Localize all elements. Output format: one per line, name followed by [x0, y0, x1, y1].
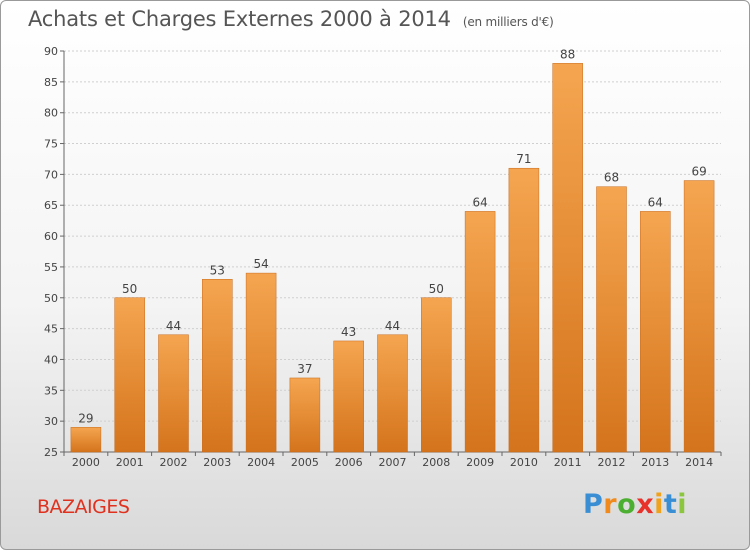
bar	[464, 211, 496, 453]
x-tick-label: 2002	[160, 456, 188, 469]
logo-letter: i	[677, 489, 688, 520]
bar	[333, 340, 364, 453]
x-tick-label: 2011	[554, 456, 582, 469]
x-tick-label: 2004	[247, 456, 275, 469]
bar	[70, 427, 102, 453]
chart-title: Achats et Charges Externes 2000 à 2014 (e…	[28, 7, 554, 31]
data-label: 50	[122, 282, 137, 296]
x-tick-label: 2005	[291, 456, 319, 469]
logo-letter: o	[617, 489, 637, 520]
logo-letter: t	[663, 489, 678, 520]
bar	[202, 279, 233, 453]
x-tick-label: 2010	[510, 456, 538, 469]
bar	[596, 186, 627, 453]
y-tick-label: 75	[44, 138, 58, 151]
data-label: 68	[604, 171, 619, 185]
y-tick-label: 50	[44, 292, 58, 305]
data-label: 44	[385, 319, 400, 333]
data-label: 53	[210, 263, 225, 277]
y-tick-label: 25	[44, 446, 58, 459]
x-tick-label: 2013	[641, 456, 669, 469]
x-tick-label: 2006	[335, 456, 363, 469]
x-tick-label: 2009	[466, 456, 494, 469]
bar	[640, 211, 671, 453]
bar	[114, 297, 145, 453]
x-tick-label: 2007	[379, 456, 407, 469]
y-tick-label: 65	[44, 199, 58, 212]
commune-name: BAZAIGES	[37, 496, 130, 518]
x-tick-label: 2014	[685, 456, 713, 469]
chart-unit: (en milliers d'€)	[462, 15, 554, 29]
y-tick-label: 45	[44, 323, 58, 336]
x-tick-label: 2012	[598, 456, 626, 469]
y-tick-label: 60	[44, 230, 58, 243]
bar	[158, 334, 189, 453]
data-label: 50	[429, 282, 444, 296]
logo-letter: P	[583, 489, 604, 520]
y-tick-label: 70	[44, 168, 58, 181]
data-label: 64	[648, 195, 663, 209]
bar	[683, 180, 715, 453]
bar	[377, 334, 408, 453]
chart-title-text: Achats et Charges Externes 2000 à 2014	[28, 7, 451, 31]
y-tick-label: 35	[44, 384, 58, 397]
data-label: 29	[78, 411, 93, 425]
bar	[552, 63, 583, 453]
y-tick-label: 85	[44, 76, 58, 89]
y-tick-label: 40	[44, 353, 58, 366]
x-tick-label: 2001	[116, 456, 144, 469]
bar	[289, 377, 321, 453]
x-tick-label: 2008	[422, 456, 450, 469]
y-tick-label: 90	[44, 45, 58, 58]
logo-letter: x	[636, 489, 655, 520]
y-tick-label: 55	[44, 261, 58, 274]
bar	[421, 297, 452, 453]
bar	[245, 272, 277, 453]
bar	[508, 167, 540, 453]
data-label: 71	[516, 152, 531, 166]
data-label: 54	[253, 257, 268, 271]
y-tick-label: 80	[44, 107, 58, 120]
data-label: 69	[691, 165, 706, 179]
y-tick-label: 30	[44, 415, 58, 428]
x-tick-label: 2003	[203, 456, 231, 469]
data-label: 44	[166, 319, 181, 333]
data-label: 43	[341, 325, 356, 339]
logo-letter: i	[654, 489, 664, 520]
data-label: 88	[560, 47, 575, 61]
data-label: 64	[472, 195, 487, 209]
logo-letter: r	[603, 489, 618, 520]
x-tick-label: 2000	[72, 456, 100, 469]
proxiti-logo[interactable]: Proxiti	[583, 489, 687, 520]
data-label: 37	[297, 362, 312, 376]
